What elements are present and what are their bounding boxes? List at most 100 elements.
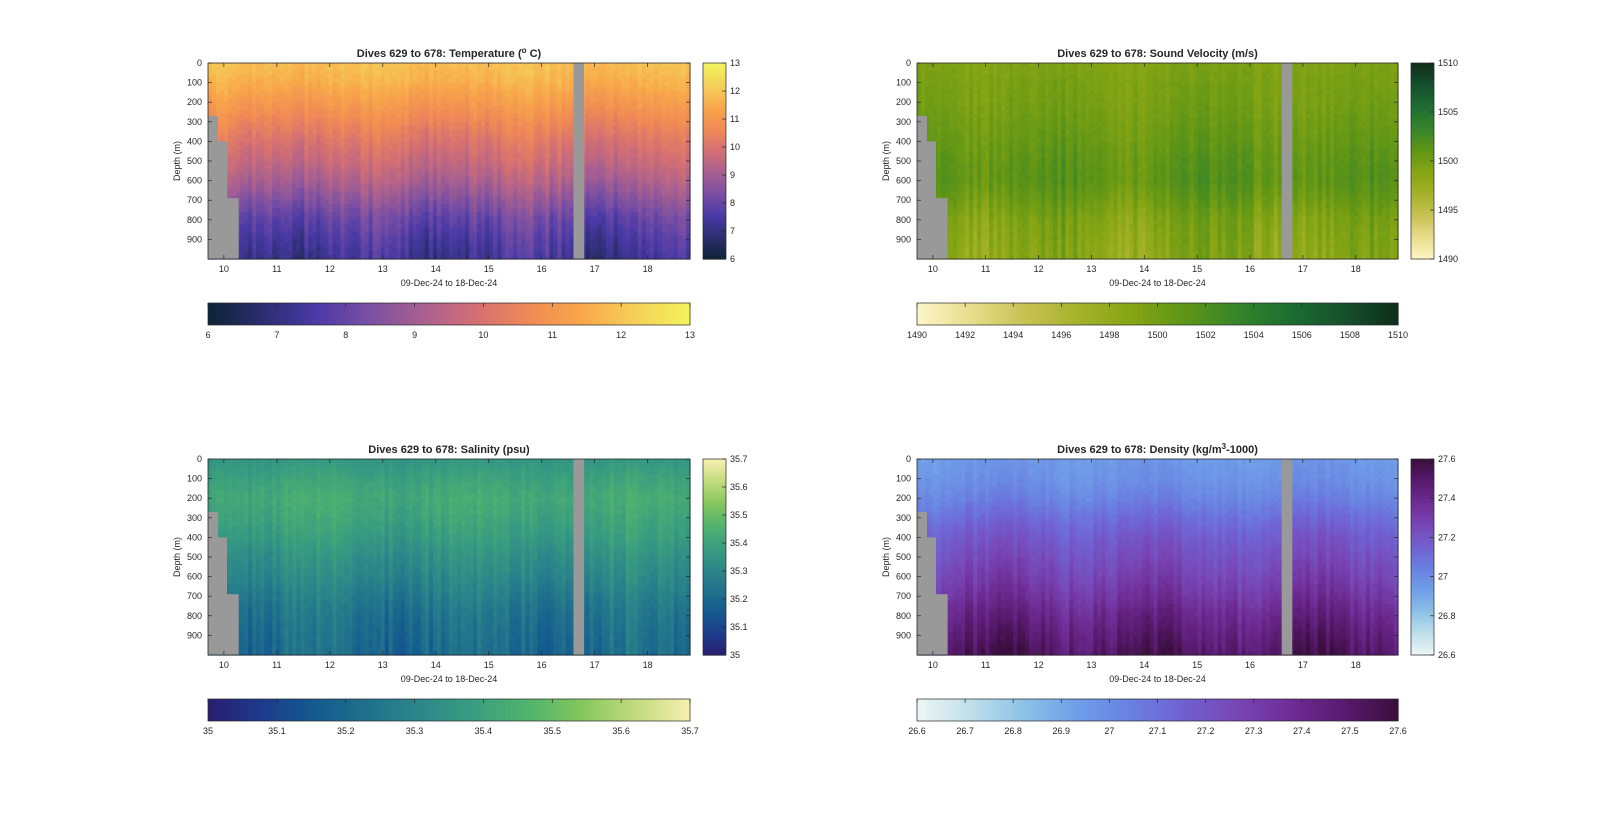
- temperature-cell: [337, 243, 342, 248]
- temperature-cell: [320, 118, 325, 123]
- temperature-cell: [425, 232, 430, 237]
- temperature-cell: [425, 212, 430, 217]
- temperature-cell: [461, 216, 466, 221]
- temperature-cell: [602, 196, 607, 201]
- temperature-cell: [594, 247, 599, 252]
- temperature-cell: [357, 161, 362, 166]
- temperature-cell: [421, 224, 426, 229]
- temperature-cell: [513, 188, 518, 193]
- temperature-cell: [525, 141, 530, 146]
- temperature-cell: [485, 157, 490, 162]
- temperature-cell: [521, 114, 526, 119]
- temperature-cell: [493, 79, 498, 84]
- temperature-cell: [469, 173, 474, 178]
- temperature-cell: [485, 118, 490, 123]
- temperature-cell: [461, 134, 466, 139]
- temperature-cell: [606, 208, 611, 213]
- temperature-cell: [565, 173, 570, 178]
- temperature-cell: [292, 185, 297, 190]
- temperature-cell: [357, 204, 362, 209]
- temperature-cell: [594, 149, 599, 154]
- temperature-cell: [461, 71, 466, 76]
- temperature-cell: [541, 196, 546, 201]
- temperature-cell: [320, 122, 325, 127]
- temperature-cell: [586, 63, 591, 68]
- temperature-cell: [505, 185, 510, 190]
- temperature-cell: [208, 83, 213, 88]
- temperature-cell: [232, 126, 237, 131]
- temperature-cell: [590, 149, 595, 154]
- temperature-cell: [553, 247, 558, 252]
- temperature-cell: [320, 141, 325, 146]
- temperature-cell: [244, 63, 249, 68]
- temperature-cell: [353, 239, 358, 244]
- temperature-cell: [521, 192, 526, 197]
- temperature-cell: [308, 251, 313, 256]
- temperature-cell: [453, 122, 458, 127]
- temperature-cell: [425, 75, 430, 80]
- temperature-cell: [533, 216, 538, 221]
- temperature-cell: [457, 122, 462, 127]
- temperature-cell: [481, 165, 486, 170]
- temperature-cell: [425, 130, 430, 135]
- temperature-cell: [521, 63, 526, 68]
- temperature-cell: [481, 141, 486, 146]
- temperature-cell: [441, 157, 446, 162]
- temperature-cell: [252, 130, 257, 135]
- temperature-cell: [284, 169, 289, 174]
- temperature-cell: [389, 79, 394, 84]
- temperature-cell: [228, 110, 233, 115]
- temperature-cell: [549, 169, 554, 174]
- temperature-cell: [272, 110, 277, 115]
- temperature-cell: [393, 137, 398, 142]
- temperature-cell: [272, 63, 277, 68]
- temperature-cell: [465, 75, 470, 80]
- temperature-cell: [353, 169, 358, 174]
- temperature-cell: [373, 122, 378, 127]
- temperature-cell: [549, 200, 554, 205]
- temperature-cell: [284, 200, 289, 205]
- temperature-cell: [441, 212, 446, 217]
- temperature-cell: [284, 188, 289, 193]
- temperature-cell: [337, 169, 342, 174]
- temperature-cell: [240, 247, 245, 252]
- temperature-cell: [320, 251, 325, 256]
- temperature-cell: [373, 188, 378, 193]
- temperature-cell: [252, 188, 257, 193]
- temperature-cell: [369, 110, 374, 115]
- temperature-cell: [525, 165, 530, 170]
- temperature-cell: [485, 165, 490, 170]
- temperature-cell: [228, 153, 233, 158]
- temperature-cell: [280, 114, 285, 119]
- temperature-cell: [377, 102, 382, 107]
- temperature-cell: [590, 169, 595, 174]
- temperature-cell: [296, 63, 301, 68]
- temperature-cell: [260, 181, 265, 186]
- temperature-cell: [545, 169, 550, 174]
- temperature-cell: [565, 157, 570, 162]
- temperature-cell: [365, 137, 370, 142]
- temperature-cell: [529, 149, 534, 154]
- temperature-cell: [529, 75, 534, 80]
- temperature-cell: [533, 71, 538, 76]
- temperature-cell: [329, 243, 334, 248]
- temperature-cell: [481, 173, 486, 178]
- temperature-cell: [561, 145, 566, 150]
- temperature-cell: [300, 79, 305, 84]
- temperature-cell: [292, 137, 297, 142]
- temperature-cell: [590, 185, 595, 190]
- temperature-cell: [521, 196, 526, 201]
- temperature-cell: [224, 122, 229, 127]
- temperature-cell: [441, 79, 446, 84]
- temperature-cell: [497, 114, 502, 119]
- temperature-cell: [517, 98, 522, 103]
- temperature-cell: [461, 232, 466, 237]
- temperature-cell: [381, 122, 386, 127]
- temperature-cell: [304, 216, 309, 221]
- temperature-cell: [232, 110, 237, 115]
- temperature-cell: [276, 208, 281, 213]
- temperature-cell: [377, 196, 382, 201]
- temperature-cell: [361, 130, 366, 135]
- temperature-cell: [377, 126, 382, 131]
- temperature-cell: [320, 145, 325, 150]
